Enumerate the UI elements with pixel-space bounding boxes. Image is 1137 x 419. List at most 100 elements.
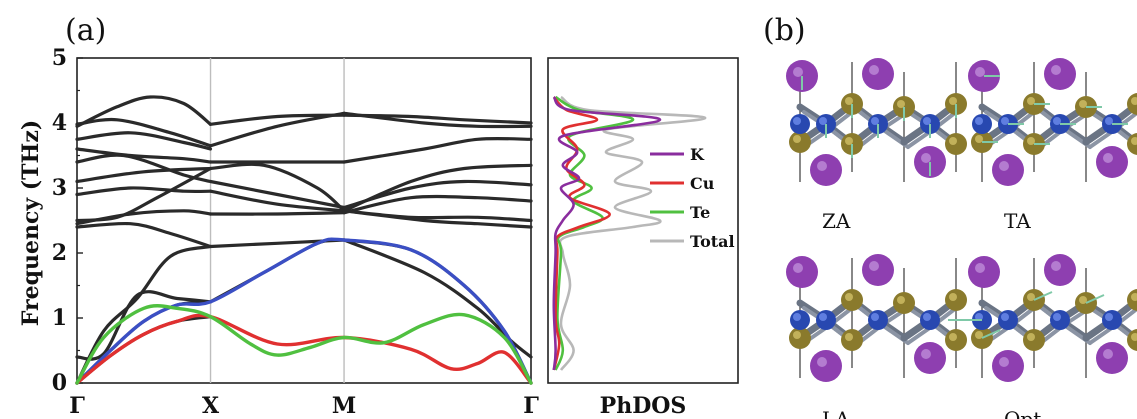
dos-line-k (552, 95, 662, 371)
te-atom-highlight (1079, 100, 1087, 108)
band-line-31 (342, 194, 533, 215)
band-line-1 (75, 315, 213, 385)
te-atom-highlight (793, 331, 801, 339)
band-structure-plot: 0 1 2 3 4 5 Γ X M Γ (52, 45, 540, 419)
cu-atom-highlight (871, 117, 879, 125)
k-atom (786, 256, 818, 288)
te-atom-highlight (1131, 333, 1137, 341)
x-tick-label: X (202, 393, 220, 419)
k-atom-highlight (793, 67, 803, 77)
cu-atom (998, 310, 1018, 330)
k-atom-highlight (1051, 65, 1061, 75)
te-atom-highlight (793, 135, 801, 143)
dos-legend: K Cu Te Total (650, 145, 735, 251)
band-line-16 (75, 117, 213, 148)
structure-la: LA (786, 254, 967, 419)
te-atom-highlight (845, 137, 853, 145)
mode-label-opt: Opt. (1004, 407, 1048, 419)
te-atom-highlight (949, 293, 957, 301)
k-atom (1096, 146, 1128, 178)
band-line-7 (342, 238, 533, 359)
band-line-34 (75, 313, 533, 385)
cu-atom-highlight (923, 313, 931, 321)
cu-atom-highlight (1105, 117, 1113, 125)
y-tick-label: 2 (52, 240, 67, 266)
cu-atom (790, 114, 810, 134)
k-atom (968, 256, 1000, 288)
k-atom (862, 254, 894, 286)
cu-atom-highlight (1053, 117, 1061, 125)
te-atom (841, 289, 863, 311)
k-atom (810, 350, 842, 382)
cu-atom (1102, 310, 1122, 330)
x-tick-label: M (332, 393, 356, 419)
te-atom-highlight (845, 293, 853, 301)
band-line-27 (342, 136, 533, 164)
phdos-plot: K Cu Te Total PhDOS (547, 57, 739, 419)
te-atom-highlight (975, 331, 983, 339)
band-line-10 (75, 166, 213, 223)
cu-atom-highlight (793, 313, 801, 321)
y-tick-label: 5 (52, 45, 67, 71)
y-tick-label: 0 (52, 370, 67, 396)
cu-atom-highlight (1053, 313, 1061, 321)
band-line-35 (75, 304, 533, 385)
band-line-3 (75, 290, 213, 361)
band-line-23 (208, 189, 346, 213)
k-atom-highlight (869, 261, 879, 271)
k-atom-highlight (817, 161, 827, 171)
phonon-mode-structures: ZA TA LA Opt. (786, 58, 1137, 419)
panel-label-a: (a) (65, 13, 106, 48)
cu-atom-highlight (819, 313, 827, 321)
y-axis-title: Frequency (THz) (18, 120, 44, 327)
k-atom-highlight (975, 67, 985, 77)
band-line-17 (75, 95, 213, 128)
k-atom (1044, 58, 1076, 90)
band-line-21 (208, 162, 346, 213)
k-atom-highlight (1051, 261, 1061, 271)
k-atom (1044, 254, 1076, 286)
te-atom-highlight (1027, 97, 1035, 105)
te-atom (841, 329, 863, 351)
legend-label-cu: Cu (690, 174, 715, 193)
dos-curves (552, 95, 707, 371)
te-atom-highlight (897, 296, 905, 304)
te-atom-highlight (1027, 137, 1035, 145)
mode-label-za: ZA (822, 209, 851, 233)
band-line-9 (75, 209, 213, 226)
displacement-arrow (981, 329, 1001, 339)
k-atom (810, 154, 842, 186)
dos-line-total (558, 95, 707, 371)
band-line-14 (75, 147, 213, 164)
y-tick-label: 1 (52, 305, 67, 331)
k-atom (992, 154, 1024, 186)
te-atom (789, 131, 811, 153)
mode-label-ta: TA (1004, 209, 1031, 233)
k-atom (914, 342, 946, 374)
cu-atom (868, 310, 888, 330)
te-atom-highlight (1131, 97, 1137, 105)
dos-frame (547, 57, 739, 384)
mode-label-la: LA (822, 407, 850, 419)
te-atom-highlight (949, 97, 957, 105)
k-atom-highlight (975, 263, 985, 273)
legend-label-k: K (690, 145, 705, 164)
te-atom-highlight (1131, 137, 1137, 145)
te-atom (1023, 329, 1045, 351)
panel-label-b: (b) (763, 13, 806, 48)
te-atom-highlight (949, 333, 957, 341)
cu-atom-highlight (1105, 313, 1113, 321)
band-line-8 (75, 221, 213, 249)
band-curves (75, 95, 533, 385)
displacement-arrow (1085, 294, 1105, 304)
k-atom (862, 58, 894, 90)
legend-label-te: Te (690, 203, 710, 222)
legend-label-total: Total (690, 232, 735, 251)
k-atom-highlight (999, 357, 1009, 367)
cu-atom (920, 310, 940, 330)
high-symmetry-lines (209, 58, 345, 383)
x-tick-label: Γ (523, 393, 539, 419)
band-line-22 (208, 179, 346, 210)
k-atom-highlight (1103, 153, 1113, 163)
